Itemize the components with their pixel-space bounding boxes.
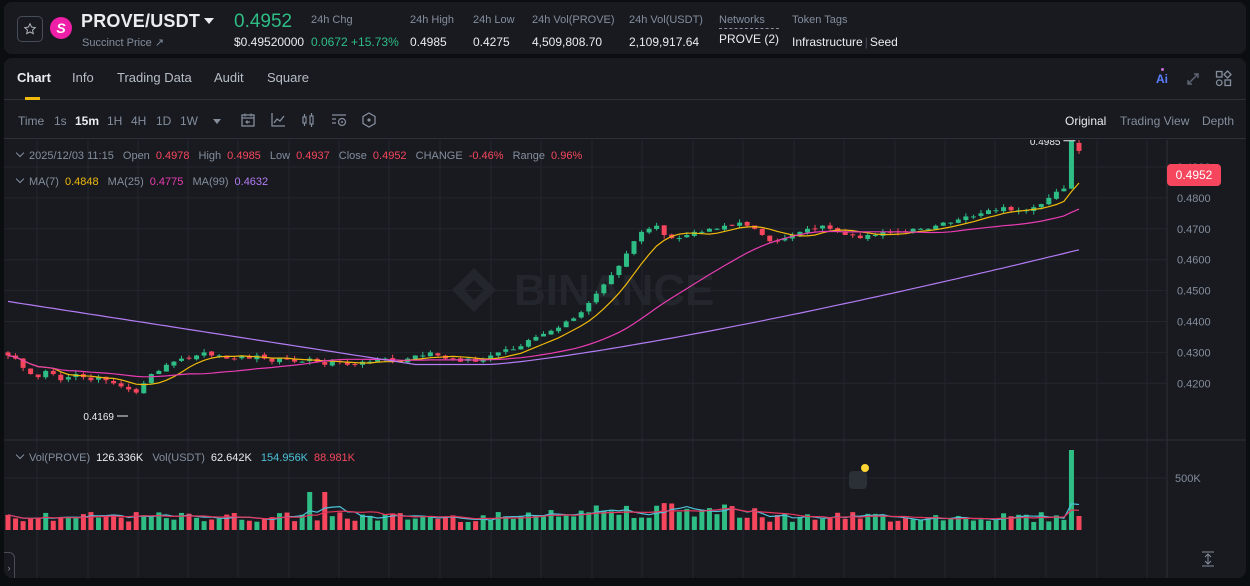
svg-text:500K: 500K — [1175, 473, 1201, 485]
stat-24h-low: 24h Low 0.4275 — [473, 14, 515, 49]
view-trading-view[interactable]: Trading View — [1120, 114, 1190, 128]
stat-24h-vol-prove-: 24h Vol(PROVE) 4,509,808.70 — [532, 14, 615, 49]
news-event-icon[interactable] — [849, 471, 867, 489]
stat-networks[interactable]: Networks PROVE (2) — [719, 14, 780, 46]
svg-text:BINANCE: BINANCE — [514, 266, 714, 315]
token-tags-label: Token Tags — [792, 14, 848, 26]
coin-logo: S — [50, 17, 72, 39]
interval-15m[interactable]: 15m — [75, 114, 100, 128]
collapse-chevron-icon[interactable] — [15, 450, 25, 460]
ma-legend: MA(7) 0.4848 MA(25) 0.4775 MA(99) 0.4632 — [15, 174, 274, 188]
tab-trading-data[interactable]: Trading Data — [117, 70, 192, 85]
favorite-button[interactable] — [17, 16, 43, 42]
interval-1h[interactable]: 1H — [107, 114, 123, 128]
layout-widgets-icon[interactable] — [1215, 70, 1232, 87]
tab-info[interactable]: Info — [72, 70, 94, 85]
stat-label: 24h Vol(USDT) — [629, 14, 703, 26]
last-price: 0.4952 — [234, 11, 293, 32]
chart-panel: Chart Info Trading Data Audit Square Ai Time… — [4, 58, 1246, 578]
token-tags: Token Tags Infrastructure | Seed — [792, 14, 898, 49]
active-tab-indicator — [25, 97, 40, 100]
coin-info-link[interactable]: Succinct Price ↗ — [82, 37, 164, 49]
collapse-chevron-icon[interactable] — [15, 148, 25, 158]
chart-settings-list-icon[interactable] — [331, 112, 347, 128]
chart-toolbar: Time 1s 15m 1H 4H 1D 1W Original Trading View De… — [4, 101, 1246, 139]
interval-1w[interactable]: 1W — [180, 114, 198, 128]
stat-24h-vol-usdt-: 24h Vol(USDT) 2,109,917.64 — [629, 14, 703, 49]
svg-text:0.4400: 0.4400 — [1177, 317, 1211, 329]
caret-down-icon[interactable] — [204, 18, 214, 24]
ohlc-legend: 2025/12/03 11:15 Open 0.4978 High 0.4985 L… — [15, 148, 588, 162]
tag-separator: | — [864, 35, 868, 49]
stat-value: 4,509,808.70 — [532, 35, 603, 49]
settings-hexagon-icon[interactable] — [361, 112, 377, 128]
tab-audit[interactable]: Audit — [214, 70, 244, 85]
tag-seed[interactable]: Seed — [869, 35, 898, 49]
svg-text:0.4700: 0.4700 — [1177, 224, 1211, 236]
svg-text:0.4500: 0.4500 — [1177, 286, 1211, 298]
stat-label: 24h Low — [473, 14, 515, 26]
stat-value: 0.4985 — [410, 35, 447, 49]
svg-text:0.4600: 0.4600 — [1177, 255, 1211, 267]
volume-legend: Vol(PROVE) 126.336K Vol(USDT) 62.642K 154.… — [15, 450, 361, 464]
svg-text:0.4300: 0.4300 — [1177, 347, 1211, 359]
stat-value: 0.4275 — [473, 35, 510, 49]
fullscreen-expand-icon[interactable] — [1185, 71, 1201, 87]
indicators-icon[interactable] — [270, 112, 286, 128]
tag-infrastructure[interactable]: Infrastructure — [792, 35, 863, 49]
usd-price: $0.49520000 — [234, 35, 305, 49]
stat-24h-chg: 24h Chg 0.0672 +15.73% — [311, 14, 399, 49]
tab-square[interactable]: Square — [267, 70, 309, 85]
svg-text:0.4800: 0.4800 — [1177, 193, 1211, 205]
view-depth[interactable]: Depth — [1202, 114, 1235, 128]
candlestick-canvas[interactable]: 0.49000.48000.47000.46000.45000.44000.43… — [4, 140, 1246, 578]
price-chart[interactable]: 0.49000.48000.47000.46000.45000.44000.43… — [4, 140, 1246, 578]
interval-1d[interactable]: 1D — [156, 114, 172, 128]
view-original[interactable]: Original — [1065, 114, 1107, 128]
interval-1s[interactable]: 1s — [54, 114, 67, 128]
svg-text:0.4985: 0.4985 — [1030, 140, 1061, 148]
interval-time[interactable]: Time — [18, 114, 45, 128]
svg-text:0.4200: 0.4200 — [1177, 378, 1211, 390]
stat-label: 24h Chg — [311, 14, 353, 26]
date-range-icon[interactable] — [240, 112, 256, 128]
stat-24h-high: 24h High 0.4985 — [410, 14, 454, 49]
chart-type-candles-icon[interactable] — [300, 112, 316, 128]
current-price-tag: 0.4952 — [1167, 164, 1221, 186]
panel-tabs: Chart Info Trading Data Audit Square Ai — [4, 58, 1246, 100]
pair-selector[interactable]: PROVE/USDT — [81, 11, 201, 31]
stat-value: 2,109,917.64 — [629, 35, 700, 49]
ticker-header: S PROVE/USDT Succinct Price ↗ 0.4952 $0.… — [4, 2, 1246, 54]
collapse-chevron-icon[interactable] — [15, 174, 25, 184]
interval-4h[interactable]: 4H — [131, 114, 147, 128]
stat-label: 24h High — [410, 14, 455, 26]
stat-value: 0.0672 +15.73% — [311, 35, 399, 49]
expand-sidebar-handle[interactable]: › — [4, 552, 15, 578]
news-notification-dot — [861, 464, 869, 472]
stat-label: Networks — [719, 14, 780, 29]
star-icon — [23, 22, 37, 35]
stat-value: PROVE (2) — [719, 32, 780, 46]
more-intervals-dropdown-icon[interactable] — [213, 119, 221, 124]
stat-label: 24h Vol(PROVE) — [532, 14, 615, 26]
svg-text:0.4169: 0.4169 — [83, 412, 114, 423]
ai-assistant-icon[interactable]: Ai — [1153, 67, 1171, 86]
tab-chart[interactable]: Chart — [17, 70, 51, 85]
